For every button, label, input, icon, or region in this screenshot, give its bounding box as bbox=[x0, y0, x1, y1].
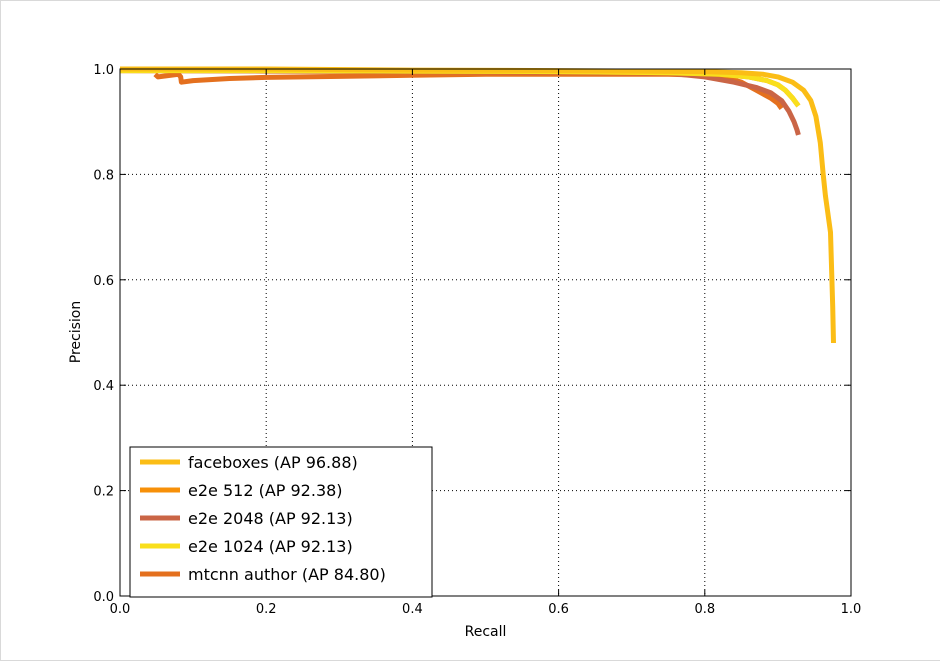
y-tick-label: 0.6 bbox=[93, 274, 114, 289]
plot-frame bbox=[119, 68, 852, 597]
x-tick-label: 0.0 bbox=[110, 602, 131, 617]
axis-ticks: 0.0 0.2 0.4 0.6 0.8 1.0 0.0 0.2 0.4 0.6 0.8 1.0 bbox=[93, 63, 861, 617]
legend: faceboxes (AP 96.88) e2e 512 (AP 92.38) e2… bbox=[129, 446, 433, 598]
legend-label: e2e 512 (AP 92.38) bbox=[188, 481, 343, 500]
series-lines bbox=[119, 66, 836, 344]
x-tick-label: 0.6 bbox=[548, 602, 569, 617]
x-tick-label: 0.4 bbox=[402, 602, 423, 617]
legend-box bbox=[129, 446, 433, 598]
series-line-0 bbox=[120, 66, 836, 344]
y-tick-label: 1.0 bbox=[93, 63, 114, 78]
legend-label: e2e 2048 (AP 92.13) bbox=[188, 509, 353, 528]
legend-label: mtcnn author (AP 84.80) bbox=[188, 565, 386, 584]
x-axis-label: Recall bbox=[465, 624, 507, 640]
legend-label: e2e 1024 (AP 92.13) bbox=[188, 537, 353, 556]
x-tick-label: 0.8 bbox=[694, 602, 715, 617]
y-tick-label: 0.4 bbox=[93, 379, 114, 394]
y-tick-label: 0.8 bbox=[93, 168, 114, 183]
y-tick-label: 0.2 bbox=[93, 485, 114, 500]
y-axis-label: Precision bbox=[68, 301, 84, 363]
x-tick-label: 0.2 bbox=[256, 602, 277, 617]
legend-label: faceboxes (AP 96.88) bbox=[188, 453, 358, 472]
series-line-4 bbox=[153, 71, 784, 110]
y-tick-label: 0.0 bbox=[93, 590, 114, 605]
x-tick-label: 1.0 bbox=[841, 602, 862, 617]
